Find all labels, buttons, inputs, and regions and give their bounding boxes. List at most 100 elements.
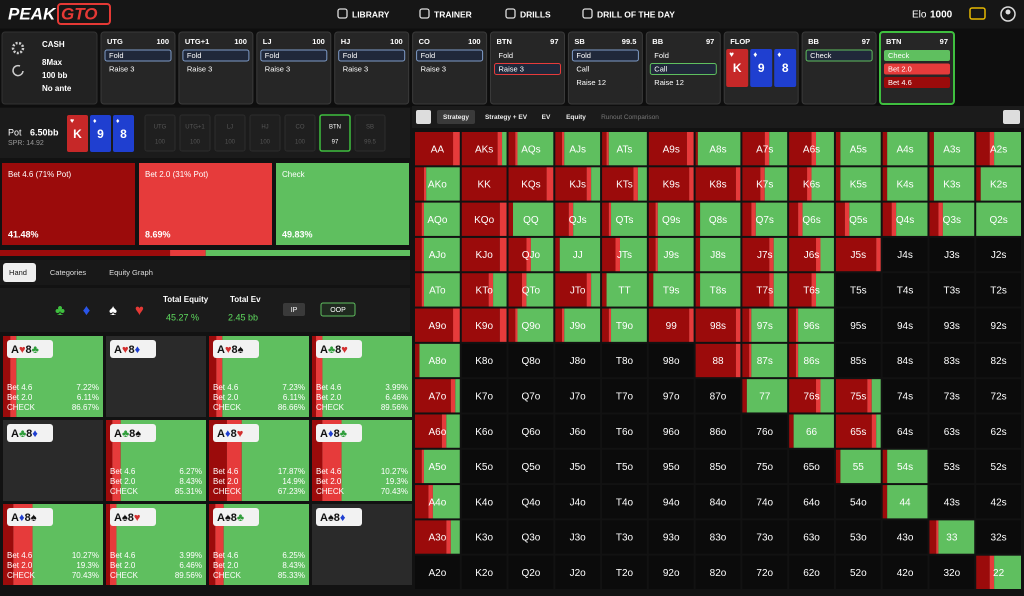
tab[interactable]: Strategy — [443, 114, 469, 121]
range-cell[interactable]: AQo — [415, 202, 460, 236]
range-cell[interactable]: 86o — [695, 414, 741, 448]
range-cell[interactable]: QJo — [508, 237, 554, 272]
tab[interactable]: Hand — [9, 268, 27, 277]
hand-cell[interactable]: Bet 4.6 3.99% Bet 2.0 6.46% CHECK 89.56% A♠8♥ — [106, 504, 207, 585]
action-button[interactable] — [338, 63, 405, 75]
range-cell[interactable]: J3o — [555, 520, 601, 554]
range-cell[interactable]: T7o — [602, 379, 647, 413]
action-button[interactable] — [105, 63, 171, 75]
range-cell[interactable]: 73o — [742, 520, 788, 554]
range-cell[interactable]: J7o — [555, 379, 601, 413]
range-cell[interactable]: K6o — [461, 414, 507, 448]
range-cell[interactable]: 87s — [742, 343, 788, 378]
range-cell[interactable]: 85o — [695, 449, 741, 484]
range-cell[interactable]: K4s — [882, 167, 928, 201]
range-cell[interactable]: 62o — [789, 555, 834, 589]
range-cell[interactable]: 53s — [929, 449, 975, 484]
range-cell[interactable]: J9o — [555, 308, 601, 342]
range-cell[interactable]: T8o — [602, 343, 647, 378]
range-cell[interactable]: JTs — [602, 237, 647, 272]
action-button[interactable] — [884, 63, 950, 75]
range-cell[interactable]: KQs — [508, 167, 554, 201]
range-cell[interactable]: T8s — [695, 273, 741, 307]
range-cell[interactable]: 98o — [648, 343, 694, 378]
range-cell[interactable]: 22 — [976, 555, 1021, 589]
action-button[interactable] — [416, 49, 484, 62]
range-cell[interactable]: J8o — [555, 343, 601, 378]
range-cell[interactable]: 76s — [789, 379, 834, 413]
range-cell[interactable]: 98s — [695, 308, 741, 342]
tab[interactable]: Categories — [50, 268, 87, 277]
range-cell[interactable]: 65s — [835, 414, 881, 448]
suit-filter[interactable]: ♣ — [55, 302, 65, 319]
hand-cell[interactable]: Bet 4.6 3.99% Bet 2.0 6.46% CHECK 89.56% A♣8♥ — [312, 336, 413, 417]
action-button[interactable] — [805, 49, 873, 62]
action-button[interactable] — [494, 63, 561, 75]
tab[interactable]: EV — [542, 114, 551, 121]
range-cell[interactable]: 63s — [929, 414, 975, 448]
hand-cell[interactable]: A♥8♦ — [106, 336, 206, 417]
range-cell[interactable]: 94o — [648, 485, 694, 519]
range-cell[interactable]: 52o — [835, 555, 881, 589]
hand-cell[interactable]: Bet 4.6 17.87% Bet 2.0 14.9% CHECK 67.23% A♦8♥ — [209, 420, 309, 501]
seat[interactable] — [144, 114, 176, 152]
range-cell[interactable]: 33 — [929, 520, 975, 554]
range-cell[interactable]: T2o — [602, 555, 647, 589]
hand-cell[interactable]: Bet 4.6 10.27% Bet 2.0 19.3% CHECK 70.43% A♦8♠ — [3, 504, 103, 585]
range-cell[interactable]: KK — [461, 167, 507, 201]
action-button[interactable] — [650, 77, 717, 88]
range-cell[interactable]: 95o — [648, 449, 694, 484]
range-cell[interactable]: 64o — [789, 485, 834, 519]
range-cell[interactable]: J5o — [555, 449, 601, 484]
range-cell[interactable]: K7o — [461, 379, 507, 413]
toolbar-icon[interactable] — [1003, 110, 1020, 124]
range-cell[interactable]: T5s — [835, 273, 881, 307]
range-cell[interactable]: Q6s — [789, 202, 834, 236]
action-button[interactable] — [884, 50, 950, 61]
range-cell[interactable]: 74o — [742, 485, 788, 519]
user-icon[interactable] — [1000, 6, 1016, 22]
tab[interactable]: Equity — [566, 114, 586, 121]
action-button[interactable] — [571, 49, 639, 62]
action-button[interactable] — [572, 63, 639, 75]
range-cell[interactable]: KJs — [555, 167, 601, 201]
range-cell[interactable]: T4o — [602, 485, 647, 519]
strategy-option[interactable] — [2, 163, 135, 245]
range-cell[interactable]: K5s — [835, 167, 881, 201]
range-cell[interactable]: Q6o — [508, 414, 554, 448]
range-cell[interactable]: A2s — [976, 132, 1021, 166]
toolbar-icon[interactable] — [416, 110, 431, 124]
range-cell[interactable]: J4o — [555, 485, 601, 519]
range-cell[interactable]: J6s — [789, 237, 834, 272]
range-cell[interactable]: 75s — [835, 379, 881, 413]
action-button[interactable] — [182, 63, 249, 75]
seat[interactable] — [214, 114, 246, 152]
range-cell[interactable]: 97s — [742, 308, 788, 342]
range-cell[interactable]: A8s — [695, 132, 741, 166]
range-cell[interactable]: A5s — [835, 132, 881, 166]
menu-item[interactable]: LIBRARY — [352, 9, 390, 19]
range-cell[interactable]: A9s — [648, 132, 694, 166]
action-button[interactable] — [260, 49, 328, 62]
range-cell[interactable]: Q8s — [695, 202, 741, 236]
action-button[interactable] — [416, 63, 483, 75]
range-cell[interactable]: K2o — [461, 555, 507, 589]
range-cell[interactable]: Q4s — [882, 202, 928, 236]
range-cell[interactable]: T7s — [742, 273, 788, 307]
hand-cell[interactable]: A♣8♦ — [3, 420, 103, 501]
range-cell[interactable]: 43o — [882, 520, 928, 554]
range-cell[interactable]: 63o — [789, 520, 834, 554]
range-cell[interactable]: J2s — [976, 237, 1021, 272]
range-cell[interactable]: K8s — [695, 167, 741, 201]
range-cell[interactable]: T3o — [602, 520, 647, 554]
range-cell[interactable]: AKs — [461, 132, 507, 166]
tab[interactable]: Runout Comparison — [601, 114, 659, 121]
oop-button[interactable] — [320, 302, 356, 317]
strategy-option[interactable] — [139, 163, 272, 245]
range-cell[interactable]: Q9s — [648, 202, 694, 236]
tab[interactable]: Equity Graph — [109, 268, 153, 277]
range-cell[interactable]: J4s — [882, 237, 928, 272]
suit-filter[interactable]: ♠ — [109, 302, 117, 319]
range-cell[interactable]: A7s — [742, 132, 788, 166]
seat[interactable] — [249, 114, 281, 152]
